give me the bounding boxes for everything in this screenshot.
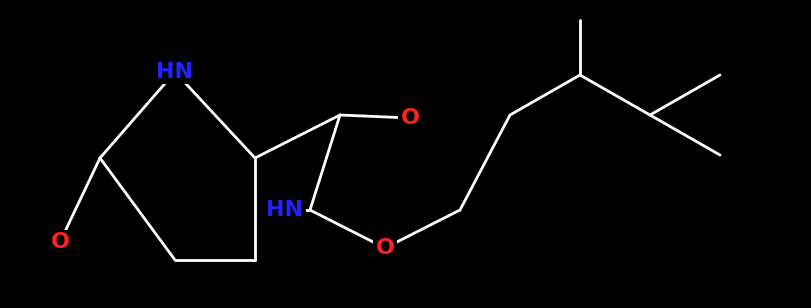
Text: O: O <box>50 232 70 252</box>
Text: O: O <box>400 108 419 128</box>
Text: HN: HN <box>157 62 193 82</box>
Text: O: O <box>375 238 394 258</box>
Text: HN: HN <box>266 200 303 220</box>
